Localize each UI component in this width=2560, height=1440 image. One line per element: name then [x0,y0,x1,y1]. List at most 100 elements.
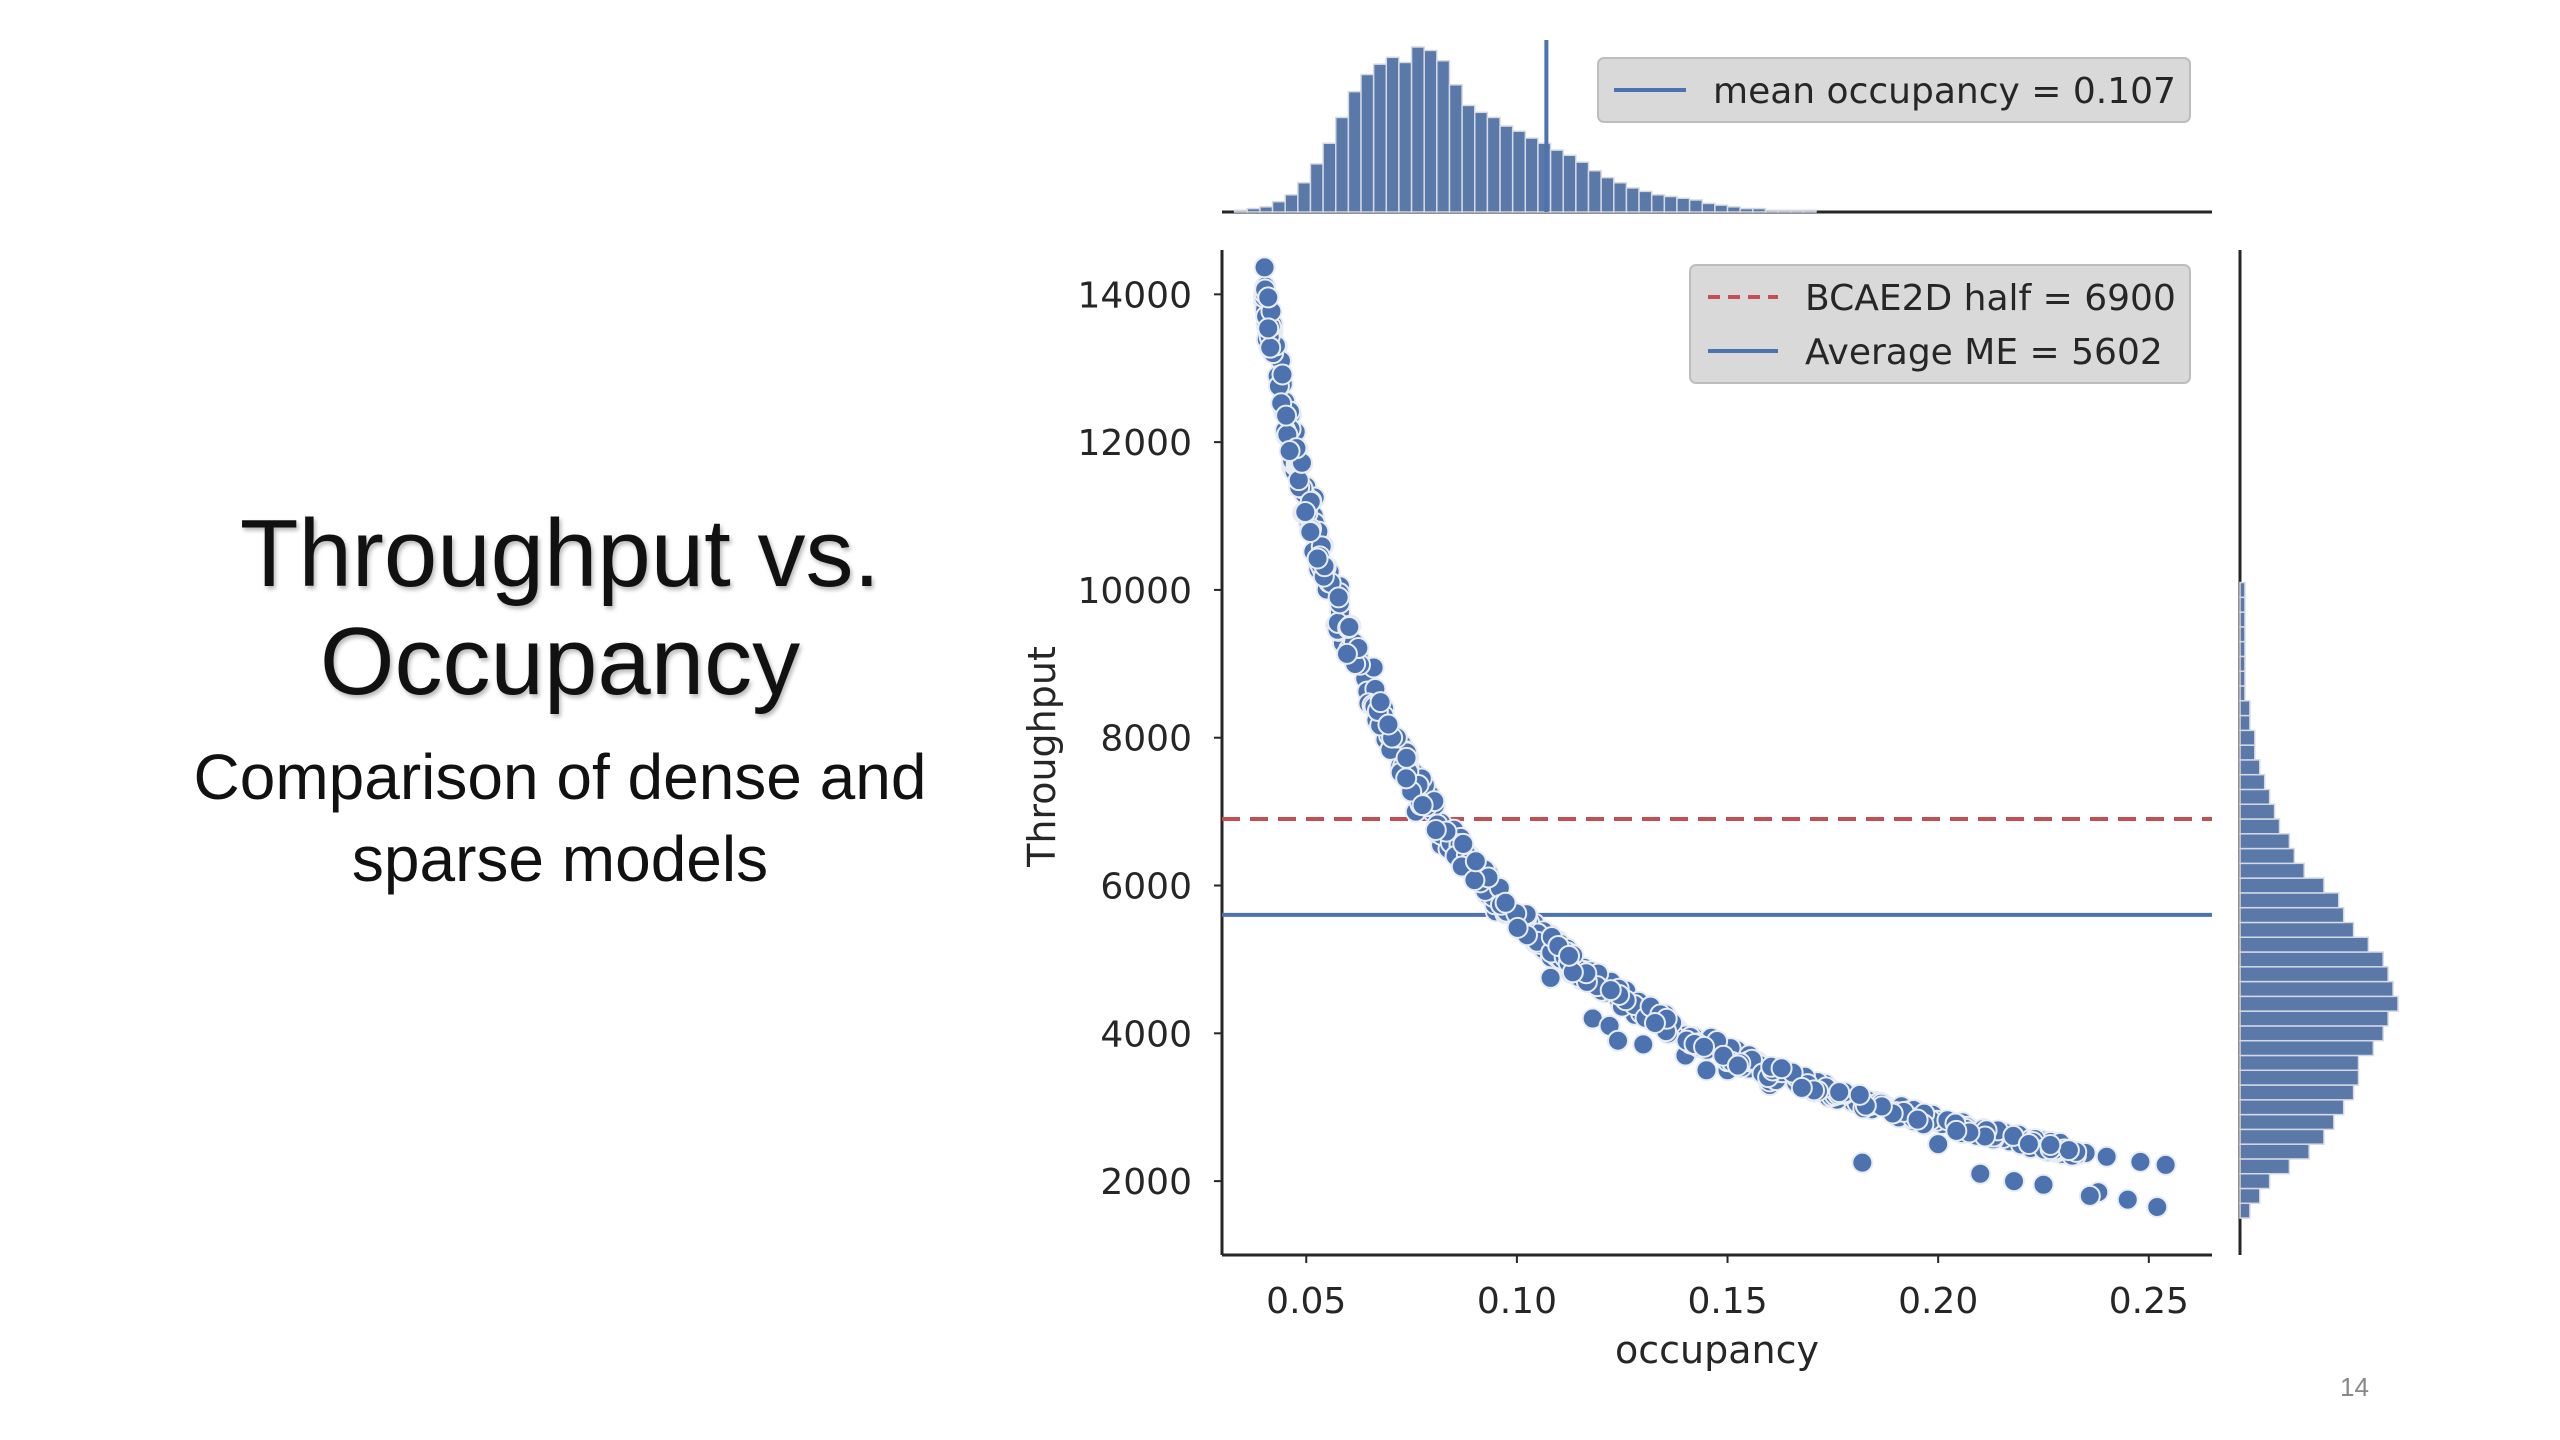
top-histogram-bar [1752,207,1767,213]
top-histogram-bar [1600,176,1615,213]
right-histogram-bar [2239,1084,2355,1101]
y-tick-label: 8000 [1100,719,1192,760]
x-tick-label: 0.15 [1687,1281,1767,1322]
top-legend-box [1597,57,2191,123]
slide-title-line1: Throughput vs. [239,500,881,607]
top-histogram-bar [1322,142,1337,213]
top-histogram-bar [1309,163,1324,213]
scatter-point [1275,404,1298,427]
slide-subtitle-line1: Comparison of dense and [193,741,927,813]
scatter-point [1494,891,1517,914]
scatter-point [1306,547,1329,570]
scatter-point [1395,746,1418,769]
scatter-point [1632,1033,1655,1056]
scatter-point [1599,979,1622,1002]
top-histogram-bar [1398,61,1413,213]
title-block: Throughput vs. Occupancy Comparison of d… [100,500,1020,900]
scatter-point [1278,440,1301,463]
right-histogram-bar [2239,611,2246,628]
right-histogram-bar [2239,847,2296,865]
top-histogram-bar [1789,209,1805,213]
right-histogram-bar [2239,1010,2389,1027]
top-histogram-bar [1372,63,1388,213]
scatter-point [1271,363,1294,386]
scatter-point [1411,794,1434,817]
top-histogram-bar [1625,187,1640,213]
top-histogram-bar [1511,130,1527,213]
top-histogram-bar [1360,73,1375,213]
top-histogram-bar [1714,204,1729,213]
x-axis-label: occupancy [1615,1328,1819,1372]
top-histogram-bar [1461,104,1476,213]
right-histogram-bar [2239,655,2246,672]
right-histogram-bar [2239,700,2251,717]
y-axis-label: Throughput [1020,646,1064,868]
top-histogram-bar [1650,194,1666,213]
right-histogram-bar [2239,1099,2345,1116]
scatter-point [1848,1083,1871,1106]
scatter-point [1253,256,1276,279]
right-histogram-bar [2239,759,2261,776]
right-histogram-bar [2239,1143,2310,1160]
top-histogram-bar [1688,199,1704,213]
legend-bcae2d-label: BCAE2D half = 6900 [1805,278,2176,319]
x-tick-label: 0.25 [2109,1281,2189,1322]
y-tick-label: 12000 [1077,423,1192,464]
scatter-point [1558,944,1581,967]
right-histogram-bar [2239,921,2355,938]
x-tick-label: 0.20 [1898,1281,1978,1322]
top-histogram-bar [1385,56,1400,213]
scatter-point [2039,1134,2062,1157]
right-histogram-bar [2239,1039,2375,1057]
scatter-point [2129,1150,2152,1173]
right-histogram-bar [2239,744,2256,761]
legend-mean-occupancy-label: mean occupancy = 0.107 [1713,71,2176,112]
top-histogram-bar [1246,207,1261,213]
right-histogram-bar [2239,788,2271,805]
scatter-point [1906,1108,1929,1131]
slide-title-line2: Occupancy [319,608,801,715]
y-tick-label: 6000 [1100,867,1192,908]
right-histogram-bar [2239,1187,2261,1205]
right-histogram-bar [2239,685,2246,702]
right-histogram-bar [2239,1202,2251,1219]
scatter-point [1693,1035,1716,1058]
scatter-point [2057,1139,2080,1162]
top-histogram-bar [1537,142,1552,213]
scatter-point [1851,1151,1874,1174]
right-histogram-bar [2239,995,2399,1012]
top-histogram-bar [1499,125,1514,213]
right-histogram [2238,250,2399,1255]
top-histogram-bar [1271,200,1286,213]
x-tick-label: 0.10 [1477,1281,1557,1322]
top-histogram-bar [1663,195,1678,213]
scatter-point [2095,1145,2118,1168]
scatter-point [1257,317,1280,340]
scatter-point [2032,1173,2055,1196]
right-histogram-bar [2239,1172,2271,1190]
top-histogram-bar [1777,209,1792,213]
top-histogram-bar [1676,197,1691,213]
top-histogram-bar [1448,84,1463,213]
main-legend-box [1689,264,2191,384]
right-histogram-bar [2239,936,2370,953]
right-histogram-bar [2239,714,2251,732]
scatter-point [1327,586,1350,609]
scatter-point [2078,1184,2101,1207]
top-histogram-bar [1562,154,1577,213]
scatter-point [1463,869,1486,892]
right-histogram-bar [2239,640,2246,658]
scatter-point [1335,642,1358,665]
scatter-point [1695,1059,1718,1082]
top-histogram-bar [1739,207,1754,213]
top-histogram-bar [1638,190,1653,213]
legend-average-me-label: Average ME = 5602 [1805,332,2163,373]
scatter-point [2003,1170,2025,1193]
scatter-point [1259,336,1282,359]
top-histogram-bar [1410,46,1425,213]
right-histogram-bar [2239,1128,2325,1145]
scatter-point [1395,767,1418,790]
right-histogram-bar [2239,1069,2360,1086]
